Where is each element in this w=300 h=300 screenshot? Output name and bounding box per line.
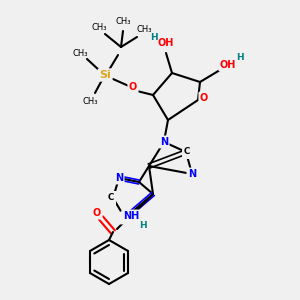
Text: H: H bbox=[236, 53, 244, 62]
Text: N: N bbox=[160, 137, 168, 147]
Text: O: O bbox=[129, 82, 137, 92]
Text: OH: OH bbox=[220, 60, 236, 70]
Text: OH: OH bbox=[158, 38, 174, 48]
Text: O: O bbox=[93, 208, 101, 218]
Text: N: N bbox=[188, 169, 196, 179]
Text: N: N bbox=[115, 173, 123, 183]
Text: H: H bbox=[139, 220, 147, 230]
Text: C: C bbox=[108, 194, 114, 202]
Text: CH₃: CH₃ bbox=[91, 22, 107, 32]
Text: CH₃: CH₃ bbox=[82, 97, 98, 106]
Text: CH₃: CH₃ bbox=[72, 49, 88, 58]
Text: H: H bbox=[150, 32, 158, 41]
Text: NH: NH bbox=[123, 211, 139, 221]
Text: C: C bbox=[184, 148, 190, 157]
Text: Si: Si bbox=[99, 70, 111, 80]
Text: CH₃: CH₃ bbox=[136, 26, 152, 34]
Text: O: O bbox=[200, 93, 208, 103]
Text: N: N bbox=[121, 213, 129, 223]
Text: CH₃: CH₃ bbox=[115, 17, 131, 26]
